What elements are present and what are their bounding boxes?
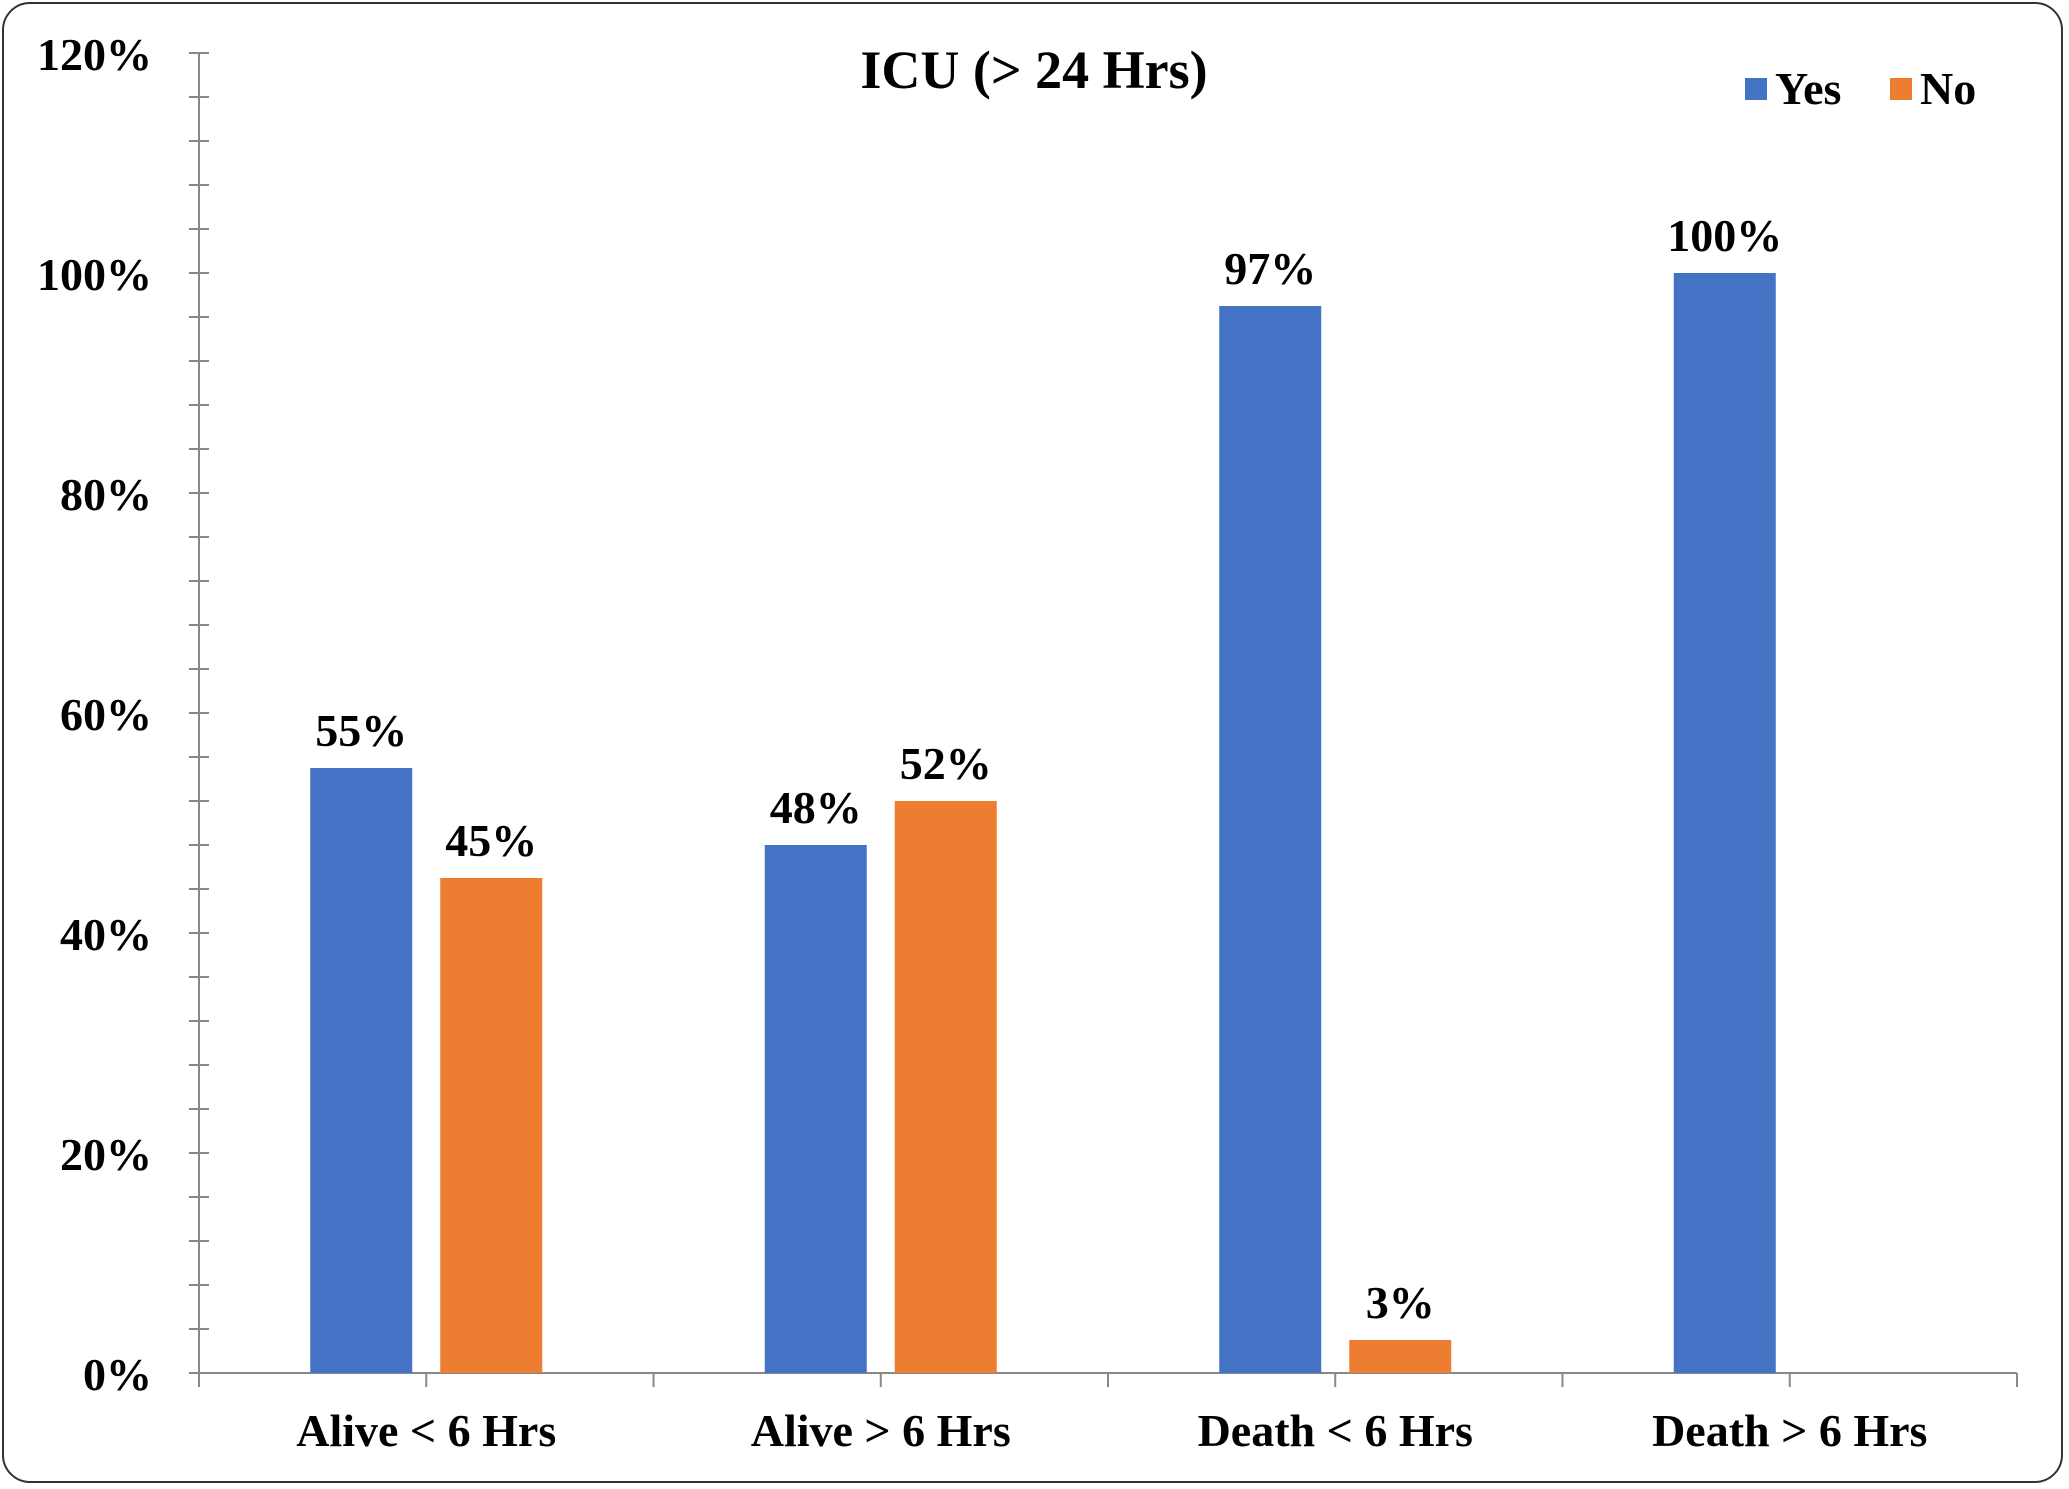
data-label-yes: 55% [315, 705, 407, 756]
chart-title: ICU (> 24 Hrs) [860, 40, 1207, 100]
x-category-label: Alive < 6 Hrs [296, 1405, 556, 1456]
bar-no [1349, 1340, 1452, 1373]
x-category-label: Death > 6 Hrs [1652, 1405, 1927, 1456]
legend: Yes No [1745, 63, 1976, 114]
data-label-yes: 97% [1224, 243, 1316, 294]
legend-swatch-no [1890, 78, 1912, 100]
data-label-yes: 100% [1667, 210, 1782, 261]
data-label-no: 45% [445, 815, 537, 866]
bar-yes [1219, 306, 1322, 1373]
bar-yes [310, 768, 413, 1373]
legend-swatch-yes [1745, 78, 1767, 100]
bar-yes [764, 845, 867, 1373]
y-tick-label: 20% [60, 1129, 152, 1180]
y-tick-label: 40% [60, 909, 152, 960]
y-axis: 0% 20% 40% 60% 80% 100% 120% [37, 29, 209, 1400]
data-label-no: 52% [900, 738, 992, 789]
bar-no [894, 801, 997, 1373]
y-tick-label: 60% [60, 689, 152, 740]
bar-no [440, 878, 543, 1373]
legend-label-yes: Yes [1775, 63, 1841, 114]
data-label-yes: 48% [770, 782, 862, 833]
x-category-label: Alive > 6 Hrs [751, 1405, 1011, 1456]
y-tick-label: 100% [37, 249, 152, 300]
x-axis: Alive < 6 Hrs Alive > 6 Hrs Death < 6 Hrs D… [189, 1372, 2018, 1456]
bar-yes [1673, 273, 1776, 1373]
data-label-no: 3% [1366, 1277, 1435, 1328]
x-category-label: Death < 6 Hrs [1198, 1405, 1473, 1456]
legend-label-no: No [1920, 63, 1976, 114]
y-tick-label: 0% [83, 1349, 152, 1400]
y-tick-label: 80% [60, 469, 152, 520]
data-labels: 55% 45% 48% 52% 97% 3% 100% [315, 210, 1782, 1328]
bars [310, 273, 1776, 1373]
y-tick-label: 120% [37, 29, 152, 80]
